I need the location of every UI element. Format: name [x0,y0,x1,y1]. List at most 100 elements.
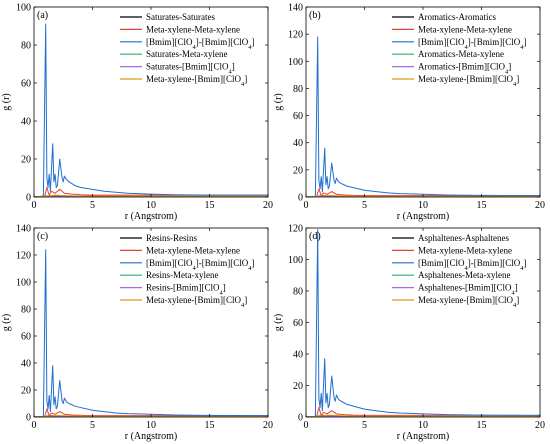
legend: Aromatics-Aromatics Meta-xylene-Meta-xyle… [392,12,527,88]
x-tick-label: 15 [477,420,487,431]
x-tick-label: 5 [362,420,367,431]
legend-entry: Meta-xylene-[Bmim][ClO4] [418,74,519,88]
x-axis-label: r (Angstrom) [397,211,450,222]
x-tick-label: 0 [304,200,309,211]
plot-frame [33,6,269,198]
y-tick-label: 140 [288,3,303,14]
legend-entry: Resins-Meta-xylene [146,270,218,280]
x-axis-label: r (Angstrom) [125,211,178,222]
plot-frame [33,227,269,418]
legend: Saturates-Saturates Meta-xylene-Meta-xyle… [120,12,255,88]
y-tick-label: 60 [21,332,31,343]
legend-entry: Aromatics-[Bmim][ClO4] [418,62,511,76]
panel-label: (b) [309,10,321,21]
legend-entry: Meta-xylene-[Bmim][ClO4] [146,74,247,88]
legend-entry: Aromatics-Meta-xylene [418,49,504,59]
legend-entry: Meta-xylene-Meta-xylene [418,24,512,34]
y-tick-label: 0 [298,413,303,424]
legend-entry: [Bmim][ClO4]-[Bmim][ClO4] [418,37,527,51]
y-tick-label: 40 [293,350,303,361]
x-tick-label: 20 [535,200,545,211]
y-tick-label: 20 [293,381,303,392]
chart-panel-c: 0 5 10 15 20 0 20 40 60 80 100 120 140 r (Angstrom) g … [1,224,273,443]
y-tick-label: 120 [288,224,303,235]
legend-entry: Saturates-Meta-xylene [146,49,227,59]
legend-entry: Saturates-Saturates [146,12,215,22]
legend-entry: Resins-[Bmim][ClO4] [146,283,226,297]
legend-entry: Resins-Resins [146,233,198,243]
y-tick-label: 60 [293,318,303,329]
x-tick-label: 0 [304,420,309,431]
legend-entry: [Bmim][ClO4]-[Bmim][ClO4] [146,258,255,272]
y-axis-label: g (r) [1,93,12,111]
legend-entry: Asphaltenes-[Bmim][ClO4] [418,283,518,297]
legend-entry: Asphaltenes-Asphaltenes [418,233,509,243]
y-tick-label: 80 [293,84,303,95]
y-tick-label: 40 [21,359,31,370]
y-tick-label: 100 [288,255,303,266]
y-tick-label: 0 [298,193,303,204]
legend-entry: Asphaltenes-Meta-xylene [418,270,510,280]
legend-entry: Saturates-[Bmim][ClO4] [146,62,235,76]
plot-frame [305,6,541,198]
y-tick-label: 80 [293,287,303,298]
series-line-bmimclo4-bmimclo4 [306,36,540,197]
series-line-bmimclo4-bmimclo4 [34,249,268,417]
y-tick-label: 60 [293,111,303,122]
x-tick-label: 0 [32,420,37,431]
series-line-bmimclo4-bmimclo4 [306,229,540,417]
legend-entry: Meta-xylene-[Bmim][ClO4] [146,295,247,309]
x-tick-label: 20 [263,200,273,211]
y-tick-label: 0 [26,193,31,204]
y-tick-label: 100 [16,3,31,14]
x-axis-label: r (Angstrom) [125,431,178,442]
chart-panel-a: 0 5 10 15 20 0 20 40 60 80 100 r (Angstrom) g (r) (a)… [1,3,273,223]
legend-entry: Meta-xylene-Meta-xylene [146,245,240,255]
y-tick-label: 40 [293,138,303,149]
x-tick-label: 10 [418,200,428,211]
y-tick-label: 20 [21,386,31,397]
x-tick-label: 15 [205,420,215,431]
y-tick-label: 0 [26,413,31,424]
x-tick-label: 0 [32,200,37,211]
legend: Asphaltenes-Asphaltenes Meta-xylene-Meta-… [392,233,527,309]
legend-entry: [Bmim][ClO4]-[Bmim][ClO4] [418,258,527,272]
x-tick-label: 5 [90,200,95,211]
y-tick-label: 40 [21,117,31,128]
legend-entry: Aromatics-Aromatics [418,12,496,22]
legend-entry: [Bmim][ClO4]-[Bmim][ClO4] [146,37,255,51]
y-tick-label: 140 [16,224,31,235]
y-tick-label: 20 [293,165,303,176]
y-tick-label: 100 [288,57,303,68]
x-tick-label: 20 [535,420,545,431]
legend: Resins-Resins Meta-xylene-Meta-xylene [Bmi… [120,233,255,309]
series-line-bmimclo4-bmimclo4 [34,23,268,197]
x-tick-label: 10 [146,200,156,211]
chart-panel-d: 0 5 10 15 20 0 20 40 60 80 100 120 r (Angstrom) g (r)… [273,224,545,443]
y-axis-label: g (r) [273,93,284,111]
y-tick-label: 80 [21,305,31,316]
y-axis-label: g (r) [273,314,284,332]
x-tick-label: 15 [477,200,487,211]
y-tick-label: 120 [16,251,31,262]
legend-entry: Meta-xylene-[Bmim][ClO4] [418,295,519,309]
y-tick-label: 20 [21,155,31,166]
x-tick-label: 10 [418,420,428,431]
y-tick-label: 60 [21,79,31,90]
y-axis-label: g (r) [1,314,12,332]
chart-panel-b: 0 5 10 15 20 0 20 40 60 80 100 120 140 r (Angstrom) g … [273,3,545,223]
x-axis-label: r (Angstrom) [397,431,450,442]
panel-label: (a) [37,10,48,21]
x-tick-label: 5 [90,420,95,431]
y-tick-label: 80 [21,41,31,52]
x-tick-label: 5 [362,200,367,211]
plot-frame [305,227,541,418]
y-tick-label: 120 [288,30,303,41]
legend-entry: Meta-xylene-Meta-xylene [418,245,512,255]
panel-label: (c) [37,231,48,242]
x-tick-label: 10 [146,420,156,431]
y-tick-label: 100 [16,278,31,289]
x-tick-label: 20 [263,420,273,431]
